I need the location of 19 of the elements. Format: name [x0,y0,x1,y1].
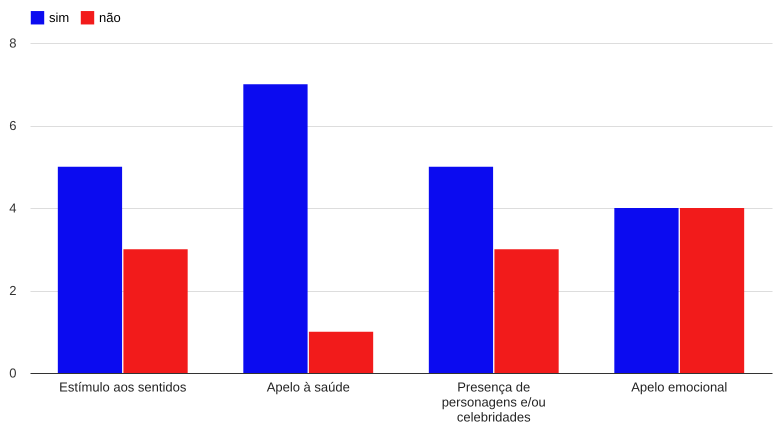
legend-label: sim [49,10,70,25]
y-tick-label: 8 [9,36,16,50]
bar [614,208,679,373]
y-tick-label: 0 [9,366,16,380]
x-tick-label: Presença de personagens e/ou celebridades [442,380,546,424]
legend-label: não [99,10,121,25]
bar [123,249,188,373]
bar [680,208,744,373]
y-tick-label: 4 [9,200,16,216]
x-tick-label: Estímulo aos sentidos [59,380,187,394]
bar [58,166,122,373]
bar [494,249,559,373]
bar [308,332,374,373]
bar [428,166,494,373]
y-tick-label: 6 [9,118,16,133]
x-tick-label: Apelo emocional [631,380,728,394]
y-tick-label: 2 [9,283,16,298]
x-tick-label: Apelo à saúde [266,380,350,394]
bar [243,84,308,373]
